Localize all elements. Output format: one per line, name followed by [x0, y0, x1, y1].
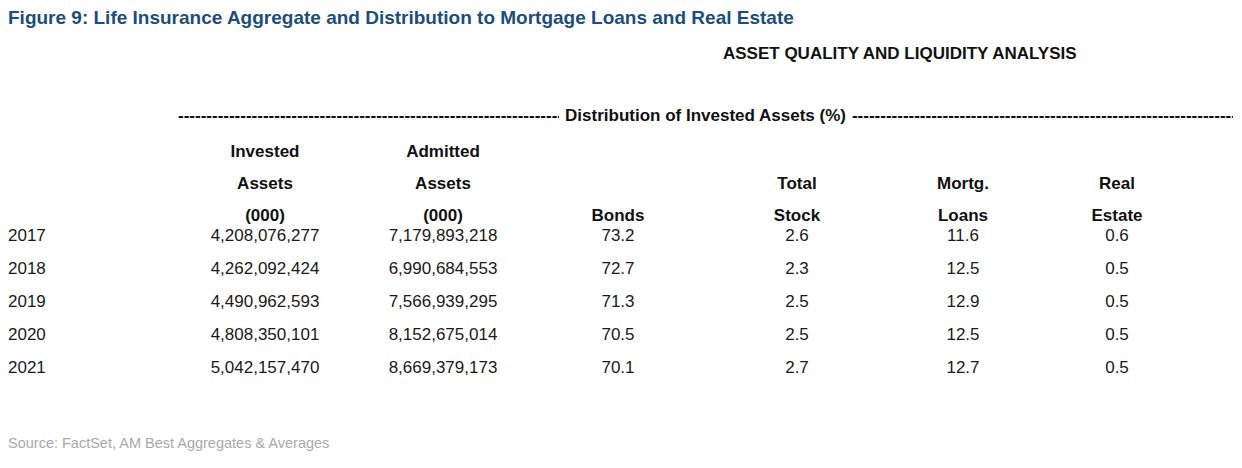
value-cell: 6,990,684,553 [352, 252, 534, 285]
header-cell: Mortg. [892, 168, 1034, 200]
report-page: Figure 9: Life Insurance Aggregate and D… [0, 0, 1242, 468]
value-cell: 12.9 [892, 285, 1034, 318]
year-cell: 2020 [0, 318, 178, 351]
value-cell: 70.5 [534, 318, 702, 351]
header-cell [1034, 136, 1200, 168]
header-cell [892, 136, 1034, 168]
year-cell: 2019 [0, 285, 178, 318]
value-cell: 2.7 [702, 351, 892, 384]
distribution-group-header: ----------------------------------------… [178, 106, 1233, 126]
value-cell: 7,566,939,295 [352, 285, 534, 318]
value-cell: 4,208,076,277 [178, 219, 352, 252]
figure-title: Figure 9: Life Insurance Aggregate and D… [8, 6, 794, 30]
value-cell: 7,179,893,218 [352, 219, 534, 252]
header-cell [534, 168, 702, 200]
value-cell: 71.3 [534, 285, 702, 318]
header-cell [0, 168, 178, 200]
year-cell: 2021 [0, 351, 178, 384]
value-cell: 2.6 [702, 219, 892, 252]
value-cell: 0.6 [1034, 219, 1200, 252]
header-cell [534, 136, 702, 168]
year-cell: 2018 [0, 252, 178, 285]
header-cell: Invested [178, 136, 352, 168]
value-cell: 0.5 [1034, 351, 1200, 384]
value-cell: 73.2 [534, 219, 702, 252]
dashed-rule-left: ----------------------------------------… [178, 106, 559, 126]
header-cell: Total [702, 168, 892, 200]
header-cell [0, 136, 178, 168]
header-row-2: Assets Assets Total Mortg. Real [0, 168, 1200, 200]
table-row: 20184,262,092,4246,990,684,55372.72.312.… [0, 252, 1200, 285]
section-heading: ASSET QUALITY AND LIQUIDITY ANALYSIS [723, 44, 1077, 64]
value-cell: 8,669,379,173 [352, 351, 534, 384]
value-cell: 12.7 [892, 351, 1034, 384]
value-cell: 4,490,962,593 [178, 285, 352, 318]
value-cell: 8,152,675,014 [352, 318, 534, 351]
value-cell: 4,808,350,101 [178, 318, 352, 351]
value-cell: 11.6 [892, 219, 1034, 252]
header-cell: Admitted [352, 136, 534, 168]
header-cell [702, 136, 892, 168]
table-body: 20174,208,076,2777,179,893,21873.22.611.… [0, 219, 1200, 384]
value-cell: 12.5 [892, 252, 1034, 285]
table-header: Invested Admitted Assets Assets Total Mo… [0, 136, 1200, 232]
value-cell: 5,042,157,470 [178, 351, 352, 384]
header-cell: Assets [352, 168, 534, 200]
table-row: 20215,042,157,4708,669,379,17370.12.712.… [0, 351, 1200, 384]
value-cell: 70.1 [534, 351, 702, 384]
dashed-rule-right: ----------------------------------------… [852, 106, 1233, 126]
table-row: 20204,808,350,1018,152,675,01470.52.512.… [0, 318, 1200, 351]
value-cell: 12.5 [892, 318, 1034, 351]
value-cell: 4,262,092,424 [178, 252, 352, 285]
value-cell: 0.5 [1034, 285, 1200, 318]
header-cell: Real [1034, 168, 1200, 200]
distribution-group-label: Distribution of Invested Assets (%) [559, 106, 852, 126]
value-cell: 72.7 [534, 252, 702, 285]
value-cell: 2.5 [702, 285, 892, 318]
source-note: Source: FactSet, AM Best Aggregates & Av… [8, 434, 329, 452]
year-cell: 2017 [0, 219, 178, 252]
header-cell: Assets [178, 168, 352, 200]
header-row-1: Invested Admitted [0, 136, 1200, 168]
value-cell: 0.5 [1034, 318, 1200, 351]
table-row: 20174,208,076,2777,179,893,21873.22.611.… [0, 219, 1200, 252]
table-row: 20194,490,962,5937,566,939,29571.32.512.… [0, 285, 1200, 318]
value-cell: 0.5 [1034, 252, 1200, 285]
value-cell: 2.5 [702, 318, 892, 351]
value-cell: 2.3 [702, 252, 892, 285]
